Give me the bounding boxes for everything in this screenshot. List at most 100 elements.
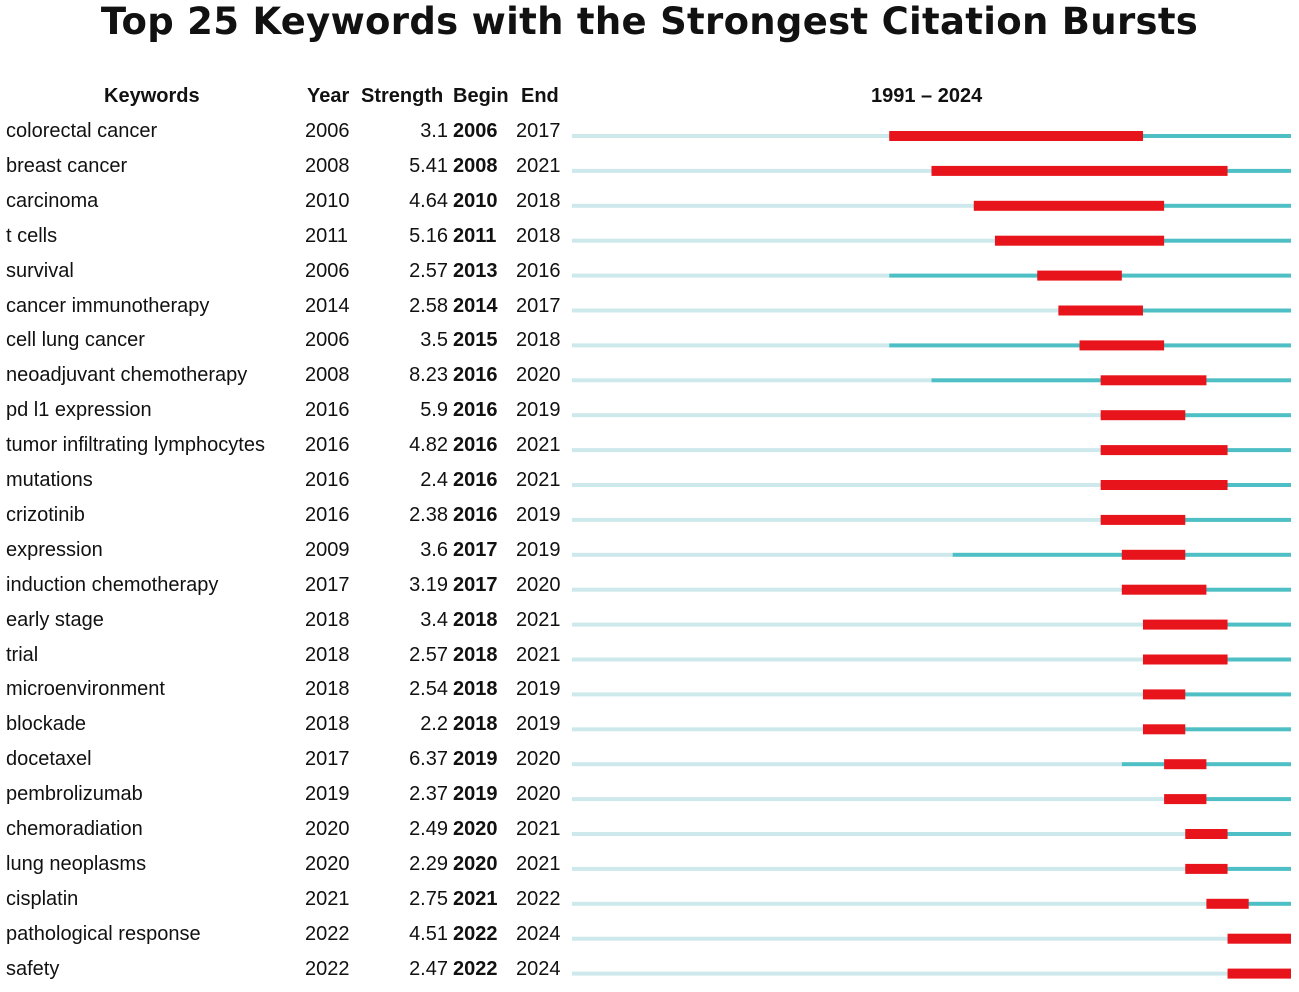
year-value: 2008 (305, 364, 350, 387)
year-value: 2016 (305, 503, 350, 526)
keyword-label: carcinoma (6, 189, 99, 212)
year-value: 2018 (305, 643, 350, 666)
active-line (1100, 413, 1291, 418)
end-value: 2021 (516, 852, 561, 875)
burst-bar (1142, 619, 1228, 630)
burst-bar (1037, 270, 1122, 281)
year-value: 2011 (305, 224, 349, 247)
pre-publication-line (572, 727, 1143, 732)
strength-value: 2.58 (409, 294, 448, 317)
active-line (1100, 517, 1291, 522)
chart-title: Top 25 Keywords with the Strongest Citat… (100, 0, 1199, 43)
end-value: 2021 (516, 434, 561, 457)
end-value: 2020 (516, 364, 561, 387)
pre-publication-line (572, 797, 1165, 802)
burst-bar (1227, 933, 1291, 944)
burst-bar (1058, 305, 1143, 316)
burst-bar (889, 131, 1143, 141)
keyword-label: crizotinib (6, 503, 85, 526)
end-value: 2021 (516, 469, 561, 491)
header-begin: Begin (453, 85, 509, 107)
burst-bar (1164, 794, 1207, 805)
keyword-label: cisplatin (6, 887, 79, 910)
strength-value: 2.57 (409, 643, 448, 666)
pre-publication-line (572, 517, 1101, 522)
strength-value: 2.49 (409, 818, 448, 840)
begin-value: 2014 (453, 294, 498, 317)
strength-value: 3.6 (420, 538, 448, 561)
pre-publication-line (572, 203, 974, 208)
year-value: 2014 (305, 294, 350, 317)
pre-publication-line (572, 168, 932, 173)
begin-value: 2016 (453, 469, 498, 491)
keyword-label: docetaxel (6, 748, 92, 771)
end-value: 2024 (516, 922, 561, 945)
burst-bar (1100, 375, 1207, 386)
keyword-label: blockade (6, 713, 87, 736)
begin-value: 2020 (453, 852, 498, 875)
strength-value: 5.16 (409, 224, 448, 247)
begin-value: 2022 (453, 922, 498, 945)
end-value: 2019 (516, 678, 561, 701)
begin-value: 2011 (453, 224, 497, 247)
keyword-label: neoadjuvant chemotherapy (6, 364, 248, 387)
burst-bar (1185, 863, 1228, 874)
pre-publication-line (572, 413, 1101, 418)
end-value: 2019 (516, 399, 561, 422)
pre-publication-line (572, 273, 890, 278)
year-value: 2022 (305, 957, 350, 980)
header-keywords: Keywords (104, 85, 200, 107)
pre-publication-line (572, 378, 932, 383)
year-value: 2009 (305, 538, 350, 561)
burst-bar (1142, 689, 1186, 700)
pre-publication-line (572, 448, 1101, 453)
keyword-label: cell lung cancer (6, 329, 145, 352)
strength-value: 2.2 (420, 713, 448, 736)
burst-bar (994, 235, 1165, 246)
strength-value: 5.9 (420, 399, 448, 422)
pre-publication-line (572, 134, 890, 138)
year-value: 2008 (305, 154, 350, 177)
keyword-label: safety (6, 957, 60, 980)
pre-publication-line (572, 622, 1143, 627)
burst-bar (1206, 898, 1249, 909)
pre-publication-line (572, 483, 1101, 487)
keyword-label: pd l1 expression (6, 399, 152, 422)
keyword-label: mutations (6, 469, 93, 491)
pre-publication-line (572, 936, 1228, 941)
strength-value: 4.51 (409, 922, 448, 945)
active-line (1185, 832, 1291, 836)
end-value: 2021 (516, 643, 561, 666)
end-value: 2021 (516, 154, 561, 177)
pre-publication-line (572, 343, 890, 348)
strength-value: 2.37 (409, 783, 448, 806)
strength-value: 2.47 (409, 957, 448, 980)
end-value: 2018 (516, 189, 561, 212)
end-value: 2022 (516, 887, 561, 910)
begin-value: 2018 (453, 678, 498, 701)
burst-bar (973, 200, 1165, 211)
year-value: 2018 (305, 608, 350, 631)
active-line (1058, 308, 1291, 313)
burst-bar (1121, 584, 1207, 595)
burst-bar (931, 165, 1228, 176)
keyword-label: lung neoplasms (6, 852, 147, 875)
end-value: 2017 (516, 120, 561, 142)
pre-publication-line (572, 552, 953, 557)
end-value: 2020 (516, 783, 561, 806)
end-value: 2019 (516, 713, 561, 736)
active-line (1185, 866, 1291, 871)
year-value: 2020 (305, 852, 350, 875)
begin-value: 2010 (453, 189, 498, 212)
keyword-label: colorectal cancer (6, 120, 158, 142)
header-year-range: 1991 – 2024 (871, 85, 983, 107)
end-value: 2021 (516, 608, 561, 631)
keyword-label: tumor infiltrating lymphocytes (6, 434, 265, 457)
begin-value: 2006 (453, 120, 498, 142)
begin-value: 2019 (453, 748, 498, 771)
begin-value: 2016 (453, 399, 498, 422)
end-value: 2019 (516, 538, 561, 561)
burst-bar (1185, 829, 1228, 839)
keyword-label: early stage (6, 608, 104, 631)
